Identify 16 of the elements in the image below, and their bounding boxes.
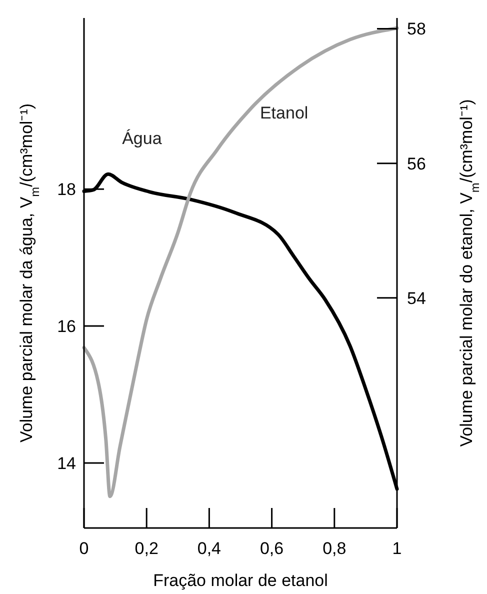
y2-tick-label: 58 xyxy=(407,20,426,39)
x-tick-label: 0,4 xyxy=(197,539,222,558)
y-tick-label: 16 xyxy=(57,317,76,336)
x-tick-label: 0 xyxy=(79,539,89,558)
series-label: Água xyxy=(122,129,162,148)
y-tick-label: 14 xyxy=(57,454,76,473)
line-series xyxy=(82,26,399,498)
y2-tick-label: 56 xyxy=(407,154,426,174)
x-tick-label: 0,6 xyxy=(260,539,284,558)
x-tick-label: 0,2 xyxy=(134,539,158,558)
x-tick-label: 0,8 xyxy=(322,539,346,558)
x-axis-title: Fração molar de etanol xyxy=(153,571,328,590)
y-tick-label: 18 xyxy=(57,180,76,200)
x-tick-label: 1 xyxy=(392,539,402,558)
y2-tick-label: 54 xyxy=(407,288,426,308)
series-label: Etanol xyxy=(260,103,308,122)
